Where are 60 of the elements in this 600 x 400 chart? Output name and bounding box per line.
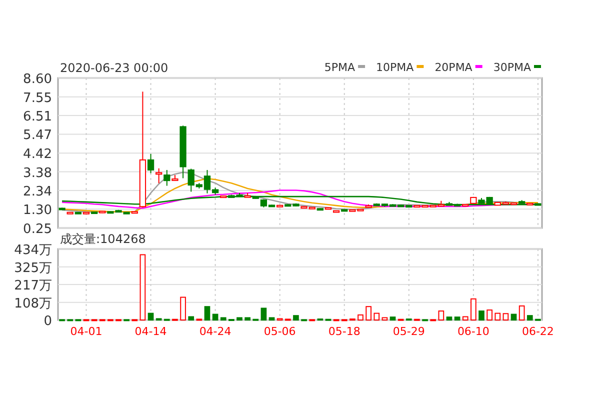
bar [454, 316, 460, 320]
bar [260, 308, 267, 320]
bar [268, 317, 275, 320]
y-tick-label: 5.47 [23, 128, 52, 144]
candlestick [156, 168, 162, 184]
bar [220, 317, 226, 320]
candlestick [147, 153, 154, 174]
bar [462, 316, 468, 320]
bar [510, 314, 517, 320]
bar [494, 312, 501, 320]
y-tick-label: 0 [44, 314, 52, 329]
bar [293, 315, 299, 320]
bar [390, 316, 396, 320]
bar [244, 317, 250, 320]
y-tick-label: 8.60 [23, 72, 52, 87]
bar [140, 254, 146, 320]
bar [188, 316, 194, 320]
bar [518, 305, 525, 320]
bar [236, 317, 242, 320]
y-tick-label: 3.38 [23, 166, 52, 181]
x-tick-label: 04-14 [134, 325, 167, 338]
x-tick-label: 04-24 [199, 325, 232, 338]
bar [486, 310, 492, 320]
y-tick-label: 217万 [14, 278, 52, 294]
y-tick-label: 6.51 [23, 110, 52, 125]
bar [438, 310, 444, 320]
y-tick-label: 4.42 [23, 147, 52, 162]
x-tick-label: 05-18 [328, 325, 360, 338]
y-tick-label: 325万 [14, 260, 52, 276]
bar [478, 310, 484, 320]
x-tick-label: 06-22 [522, 325, 554, 338]
bar [212, 314, 218, 320]
bar [366, 306, 372, 320]
chart-title: 成交量:104268 [60, 232, 146, 246]
candlestick [164, 169, 170, 186]
y-tick-label: 0.25 [23, 222, 52, 237]
x-tick-label: 05-29 [392, 325, 425, 338]
y-tick-label: 434万 [14, 243, 52, 258]
bar [374, 312, 380, 320]
bar [470, 298, 476, 320]
chart-title: 2020-06-23 00:00 [60, 61, 168, 75]
y-tick-label: 2.34 [23, 184, 52, 200]
legend-label: 20PMA [434, 61, 473, 74]
y-tick-label: 108万 [14, 296, 52, 312]
bar [180, 296, 186, 320]
y-tick-label: 7.55 [23, 90, 52, 106]
y-tick-label: 1.30 [23, 203, 52, 218]
bar [446, 316, 452, 320]
bar [502, 313, 509, 320]
bar [204, 306, 210, 320]
bar [382, 317, 388, 320]
bar [358, 314, 364, 320]
x-tick-label: 06-10 [457, 325, 490, 338]
x-tick-label: 04-01 [70, 325, 102, 338]
bar [526, 315, 533, 320]
legend-label: 5PMA [324, 61, 356, 74]
legend-label: 10PMA [376, 61, 414, 74]
legend-label: 30PMA [493, 61, 532, 74]
x-tick-label: 05-06 [264, 325, 296, 338]
bar [148, 312, 154, 320]
